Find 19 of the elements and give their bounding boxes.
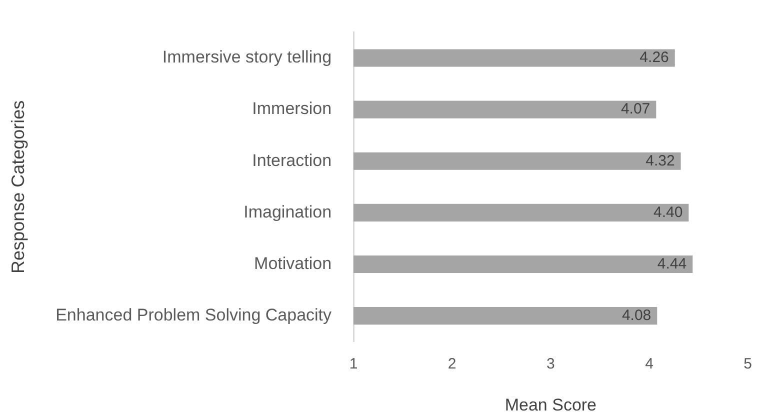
x-tick-label: 4 bbox=[645, 356, 654, 373]
y-tick-label: Interaction bbox=[252, 150, 332, 170]
data-label: 4.07 bbox=[620, 100, 650, 118]
x-axis-title: Mean Score bbox=[504, 395, 597, 414]
data-label: 4.26 bbox=[640, 49, 669, 66]
y-tick-label: Immersion bbox=[252, 99, 332, 118]
y-tick-label: Imagination bbox=[244, 202, 332, 222]
x-tick-label: 1 bbox=[349, 356, 358, 373]
data-label: 4.44 bbox=[657, 255, 687, 272]
data-label: 4.08 bbox=[622, 306, 652, 324]
x-tick-label: 5 bbox=[744, 356, 752, 373]
y-axis-title: Response Categories bbox=[8, 100, 28, 274]
data-label: 4.32 bbox=[646, 152, 675, 170]
x-tick-label: 3 bbox=[546, 356, 555, 373]
data-label: 4.40 bbox=[653, 204, 683, 221]
y-tick-label: Motivation bbox=[254, 254, 332, 273]
y-tick-label: Enhanced Problem Solving Capacity bbox=[56, 306, 332, 325]
y-tick-label: Immersive story telling bbox=[162, 48, 332, 67]
x-tick-label: 2 bbox=[448, 356, 456, 373]
